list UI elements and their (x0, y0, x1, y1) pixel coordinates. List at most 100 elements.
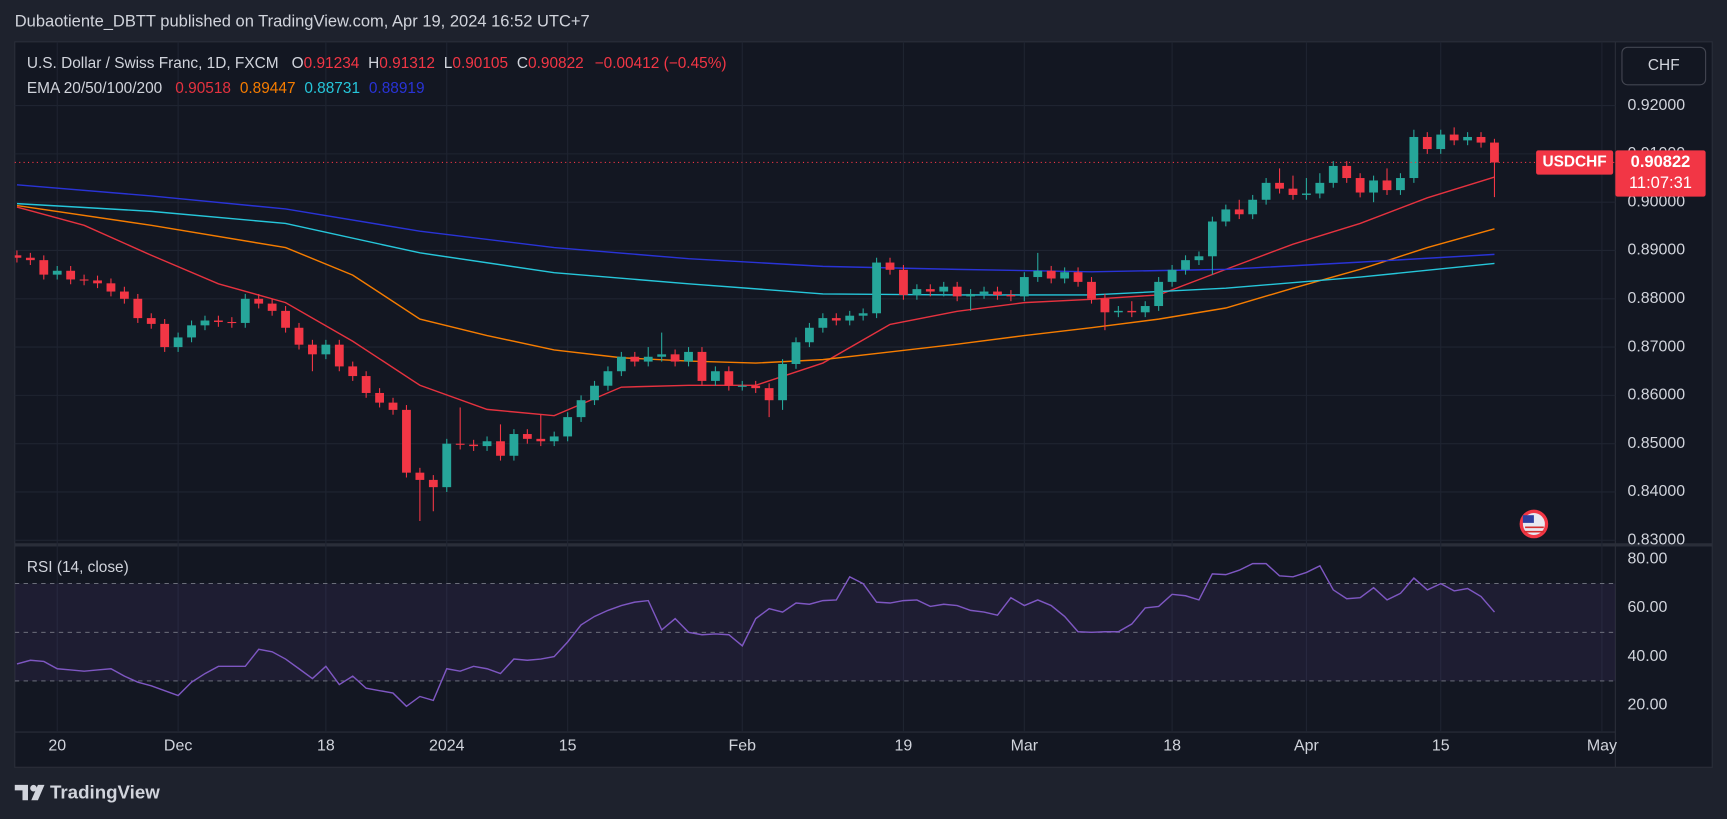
candle-body (858, 313, 868, 316)
candle-body (885, 262, 895, 270)
symbol-legend: U.S. Dollar / Swiss Franc, 1D, FXCM O0.9… (27, 55, 727, 72)
candle-body (415, 472, 425, 480)
candle-body (1342, 165, 1352, 179)
candle-body (1369, 180, 1378, 193)
x-tick-label: 15 (559, 738, 577, 755)
candle-body (200, 320, 210, 326)
candle-body (133, 298, 143, 319)
candle-body (993, 291, 1002, 295)
candle-body (469, 444, 479, 447)
y-tick-label: 0.92000 (1627, 97, 1685, 114)
ema-line (16, 202, 1495, 296)
candle-body (1396, 178, 1405, 191)
us-flag-icon (1519, 509, 1549, 539)
candle-body (455, 443, 465, 445)
ema-value: 0.90518 (175, 80, 231, 97)
ohlc-value: 0.90822 (528, 55, 584, 72)
candle-body (1248, 199, 1258, 215)
candle-body (522, 434, 532, 439)
ema-line (16, 204, 1495, 364)
candle-body (1275, 182, 1284, 189)
ohlc-value: 0.91312 (379, 55, 435, 72)
candle-body (952, 286, 962, 297)
ohlc-label: O (292, 55, 304, 72)
candle-body (160, 323, 170, 348)
candle-body (93, 280, 102, 284)
candle-body (1328, 165, 1338, 183)
symbol-tag (1536, 150, 1614, 175)
candle-body (375, 392, 384, 403)
candle-body (1194, 256, 1204, 261)
rsi-tick-label: 60.00 (1627, 599, 1667, 616)
price-tag-value: 0.90822 (1631, 153, 1691, 171)
candle-body (778, 363, 787, 401)
candle-body (428, 479, 438, 488)
candle-body (294, 327, 304, 345)
candle-body (1422, 136, 1432, 150)
symbol-tag-label: USDCHF (1543, 154, 1607, 171)
candle-body (308, 344, 317, 355)
x-tick-label: 20 (48, 738, 66, 755)
y-tick-label: 0.89000 (1627, 242, 1685, 259)
candle-body (1449, 134, 1459, 141)
candle-body (1382, 180, 1392, 191)
y-tick-label: 0.86000 (1627, 387, 1685, 404)
x-tick-label: 15 (1432, 738, 1450, 755)
candle-body (1355, 178, 1365, 193)
candle-body (39, 260, 49, 275)
candle-body (14, 255, 22, 258)
candle-body (670, 354, 680, 362)
candle-body (348, 366, 358, 377)
candle-body (1234, 209, 1244, 215)
candle-body (214, 320, 223, 322)
candle-body (321, 344, 331, 355)
candle-body (697, 351, 707, 381)
candle-body (1261, 182, 1271, 200)
candle-body (818, 318, 828, 328)
rsi-tick-label: 20.00 (1627, 696, 1667, 713)
candle-body (146, 318, 156, 324)
candle-body (25, 257, 35, 261)
y-tick-label: 0.88000 (1627, 290, 1685, 307)
currency-button[interactable] (1621, 46, 1707, 86)
candle-body (52, 270, 62, 275)
candle-body (845, 315, 855, 321)
footer-brand: TradingView (50, 782, 160, 803)
candle-body (187, 325, 196, 338)
currency-label[interactable]: CHF (1648, 57, 1680, 74)
x-tick-label: Dec (164, 738, 192, 755)
y-tick-label: 0.85000 (1627, 435, 1685, 452)
candle-body (805, 327, 814, 343)
countdown: 11:07:31 (1629, 174, 1692, 192)
candle-body (106, 283, 116, 292)
ema-legend: EMA 20/50/100/200 0.90518 0.89447 0.88731 0… (27, 80, 425, 97)
candle-body (1302, 193, 1311, 195)
candle-body (482, 441, 492, 447)
candle-body (1073, 272, 1083, 282)
candle-body (1154, 281, 1164, 307)
ema-line (16, 184, 1495, 273)
candle-body (1476, 136, 1486, 143)
candle-body (1100, 298, 1110, 313)
tradingview-logo (14, 784, 45, 801)
candle-body (361, 376, 371, 393)
candle-body (536, 438, 546, 442)
x-tick-label: 18 (1163, 738, 1181, 755)
ohlc-value: 0.91234 (304, 55, 360, 72)
candle-body (119, 291, 129, 299)
candle-body (979, 291, 989, 294)
candle-body (267, 303, 277, 311)
rsi-tick-label: 80.00 (1627, 550, 1667, 567)
candle-body (603, 371, 613, 386)
candle-body (1019, 277, 1029, 297)
candle-body (254, 298, 264, 304)
x-tick-label: Apr (1294, 738, 1320, 755)
candle-body (1463, 136, 1473, 141)
overlay: USDCHF 0.90822 11:07:31 (14, 150, 1706, 197)
candle-body (751, 385, 761, 389)
candle-body (764, 388, 774, 401)
y-tick-label: 0.87000 (1627, 338, 1685, 355)
candle-body (872, 262, 881, 314)
ohlc-label: H (368, 55, 379, 72)
